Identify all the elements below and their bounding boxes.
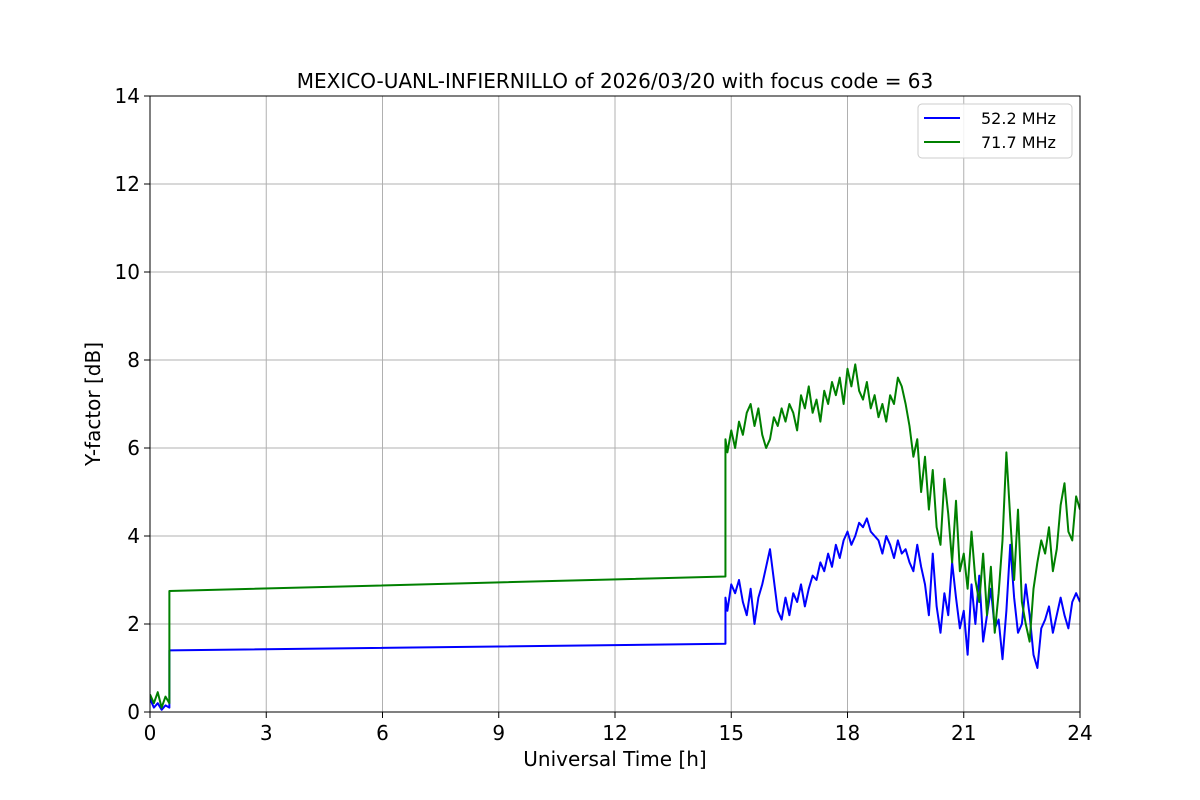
legend-label-0: 52.2 MHz	[981, 109, 1056, 128]
y-tick-label: 14	[115, 84, 140, 108]
x-tick-label: 24	[1067, 721, 1092, 745]
x-tick-label: 3	[260, 721, 273, 745]
x-tick-label: 18	[835, 721, 860, 745]
x-tick-label: 21	[951, 721, 976, 745]
y-tick-label: 2	[127, 612, 140, 636]
chart-title: MEXICO-UANL-INFIERNILLO of 2026/03/20 wi…	[297, 69, 934, 93]
y-tick-label: 4	[127, 524, 140, 548]
y-tick-label: 12	[115, 172, 140, 196]
legend-label-1: 71.7 MHz	[981, 133, 1056, 152]
series-line-1	[150, 363, 1080, 709]
x-axis-label: Universal Time [h]	[523, 747, 706, 771]
legend: 52.2 MHz 71.7 MHz	[917, 103, 1073, 159]
x-tick-label: 12	[602, 721, 627, 745]
series-layer	[150, 363, 1080, 711]
y-axis-label: Y-factor [dB]	[81, 342, 105, 467]
y-tick-label: 10	[115, 260, 140, 284]
x-tick-label: 15	[719, 721, 744, 745]
y-tick-label: 6	[127, 436, 140, 460]
series-line-0	[150, 517, 1080, 711]
x-tick-label: 9	[492, 721, 505, 745]
x-tick-label: 0	[144, 721, 157, 745]
y-tick-label: 0	[127, 700, 140, 724]
y-tick-label: 8	[127, 348, 140, 372]
x-tick-label: 6	[376, 721, 389, 745]
